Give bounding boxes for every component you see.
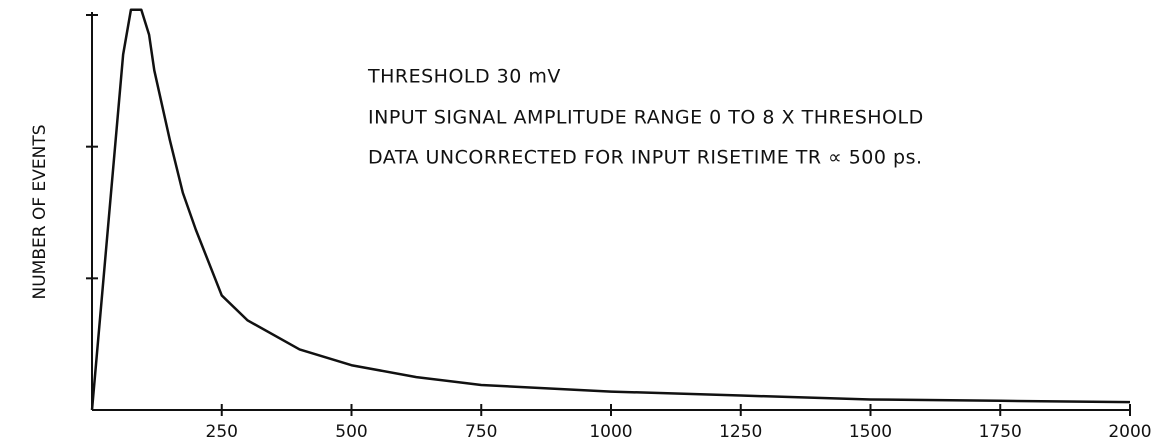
data-line [90,8,1131,411]
annotation: INPUT SIGNAL AMPLITUDE RANGE 0 TO 8 X TH… [368,107,924,129]
x-tick-label: 1000 [589,422,632,438]
x-tick-label: 750 [465,422,497,438]
x-tick-label: 2000 [1108,422,1151,438]
x-tick-label: 1500 [849,422,892,438]
x-tick-label: 1250 [719,422,762,438]
annotation: DATA UNCORRECTED FOR INPUT RISETIME TR ∝… [368,147,923,169]
annotation: THRESHOLD 30 mV [367,66,561,88]
x-tick-label: 250 [206,422,238,438]
y-axis-label: NUMBER OF EVENTS [30,124,50,299]
x-tick-label: 500 [335,422,367,438]
x-tick-label: 1750 [979,422,1022,438]
